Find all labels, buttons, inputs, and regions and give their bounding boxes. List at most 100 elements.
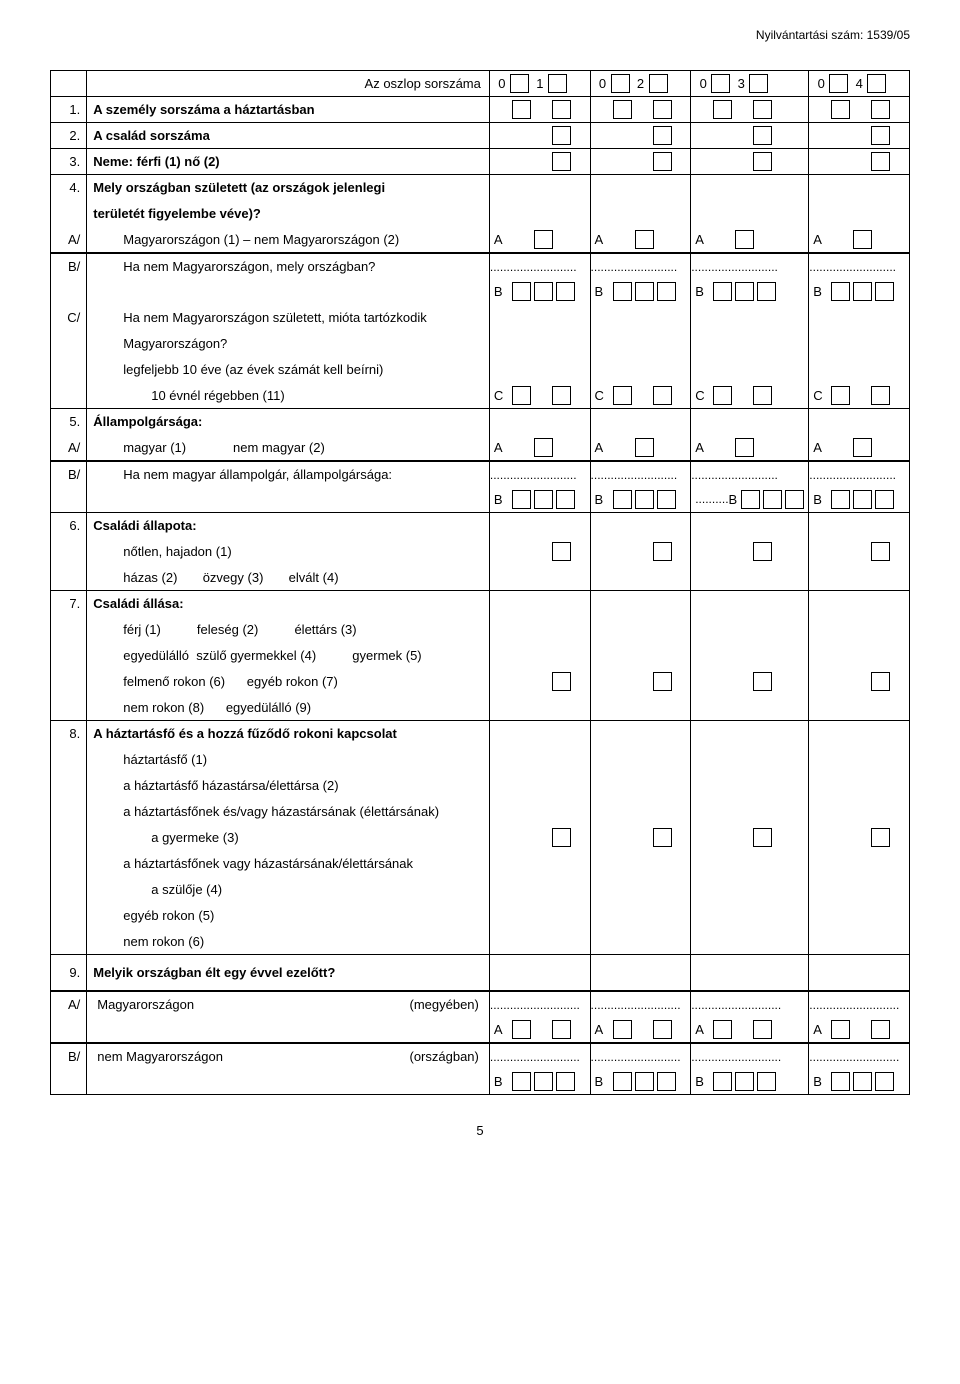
entry-box[interactable] bbox=[853, 230, 872, 249]
entry-box[interactable] bbox=[552, 100, 571, 119]
entry-box[interactable] bbox=[534, 1072, 553, 1091]
entry-box[interactable] bbox=[735, 1072, 754, 1091]
entry-box[interactable] bbox=[653, 1020, 672, 1039]
entry-box[interactable] bbox=[829, 74, 848, 93]
entry-box[interactable] bbox=[831, 490, 850, 509]
entry-box[interactable] bbox=[871, 672, 890, 691]
entry-box[interactable] bbox=[853, 282, 872, 301]
entry-box[interactable] bbox=[613, 100, 632, 119]
entry-box[interactable] bbox=[512, 1072, 531, 1091]
entry-box[interactable] bbox=[552, 1020, 571, 1039]
entry-box[interactable] bbox=[735, 438, 754, 457]
entry-box[interactable] bbox=[512, 386, 531, 405]
entry-box[interactable] bbox=[741, 490, 760, 509]
entry-box[interactable] bbox=[749, 74, 768, 93]
entry-box[interactable] bbox=[831, 282, 850, 301]
entry-box[interactable] bbox=[657, 282, 676, 301]
entry-box[interactable] bbox=[552, 542, 571, 561]
entry-box[interactable] bbox=[635, 282, 654, 301]
entry-box[interactable] bbox=[785, 490, 804, 509]
entry-box[interactable] bbox=[512, 1020, 531, 1039]
entry-box[interactable] bbox=[831, 100, 850, 119]
entry-box[interactable] bbox=[653, 126, 672, 145]
entry-box[interactable] bbox=[757, 282, 776, 301]
entry-box[interactable] bbox=[831, 386, 850, 405]
entry-box[interactable] bbox=[657, 1072, 676, 1091]
entry-box[interactable] bbox=[653, 100, 672, 119]
entry-box[interactable] bbox=[613, 1072, 632, 1091]
entry-box[interactable] bbox=[735, 230, 754, 249]
entry-box[interactable] bbox=[512, 100, 531, 119]
entry-box[interactable] bbox=[871, 100, 890, 119]
entry-box[interactable] bbox=[635, 438, 654, 457]
entry-box[interactable] bbox=[713, 1020, 732, 1039]
entry-box[interactable] bbox=[653, 386, 672, 405]
entry-box[interactable] bbox=[753, 152, 772, 171]
entry-box[interactable] bbox=[552, 386, 571, 405]
entry-box[interactable] bbox=[871, 386, 890, 405]
entry-box[interactable] bbox=[875, 1072, 894, 1091]
entry-box[interactable] bbox=[534, 438, 553, 457]
entry-box[interactable] bbox=[875, 490, 894, 509]
entry-box[interactable] bbox=[735, 282, 754, 301]
entry-box[interactable] bbox=[853, 438, 872, 457]
entry-box[interactable] bbox=[867, 74, 886, 93]
entry-box[interactable] bbox=[871, 126, 890, 145]
entry-box[interactable] bbox=[611, 74, 630, 93]
entry-box[interactable] bbox=[713, 282, 732, 301]
entry-box[interactable] bbox=[871, 828, 890, 847]
entry-box[interactable] bbox=[711, 74, 730, 93]
entry-box[interactable] bbox=[653, 152, 672, 171]
entry-box[interactable] bbox=[653, 672, 672, 691]
entry-box[interactable] bbox=[875, 282, 894, 301]
entry-box[interactable] bbox=[613, 282, 632, 301]
entry-box[interactable] bbox=[871, 542, 890, 561]
entry-box[interactable] bbox=[753, 100, 772, 119]
entry-box[interactable] bbox=[713, 1072, 732, 1091]
entry-box[interactable] bbox=[552, 152, 571, 171]
entry-box[interactable] bbox=[753, 126, 772, 145]
entry-box[interactable] bbox=[635, 1072, 654, 1091]
q9a-label: Magyarországon bbox=[93, 997, 194, 1012]
entry-box[interactable] bbox=[657, 490, 676, 509]
entry-box[interactable] bbox=[753, 542, 772, 561]
entry-box[interactable] bbox=[548, 74, 567, 93]
entry-box[interactable] bbox=[853, 490, 872, 509]
entry-box[interactable] bbox=[613, 1020, 632, 1039]
entry-box[interactable] bbox=[613, 490, 632, 509]
entry-box[interactable] bbox=[635, 490, 654, 509]
entry-box[interactable] bbox=[512, 282, 531, 301]
entry-box[interactable] bbox=[534, 230, 553, 249]
entry-box[interactable] bbox=[713, 100, 732, 119]
entry-box[interactable] bbox=[831, 1072, 850, 1091]
entry-box[interactable] bbox=[556, 490, 575, 509]
entry-box[interactable] bbox=[753, 672, 772, 691]
entry-box[interactable] bbox=[831, 1020, 850, 1039]
entry-box[interactable] bbox=[635, 230, 654, 249]
q4c-label: Ha nem Magyarországon született, mióta t… bbox=[87, 305, 490, 331]
entry-box[interactable] bbox=[552, 126, 571, 145]
entry-box[interactable] bbox=[753, 828, 772, 847]
entry-box[interactable] bbox=[512, 490, 531, 509]
entry-box[interactable] bbox=[871, 1020, 890, 1039]
letter-C: C bbox=[595, 388, 613, 403]
entry-box[interactable] bbox=[510, 74, 529, 93]
entry-box[interactable] bbox=[552, 672, 571, 691]
entry-box[interactable] bbox=[649, 74, 668, 93]
entry-box[interactable] bbox=[556, 282, 575, 301]
entry-box[interactable] bbox=[552, 828, 571, 847]
entry-box[interactable] bbox=[871, 152, 890, 171]
entry-box[interactable] bbox=[653, 828, 672, 847]
entry-box[interactable] bbox=[534, 282, 553, 301]
entry-box[interactable] bbox=[753, 386, 772, 405]
entry-box[interactable] bbox=[556, 1072, 575, 1091]
entry-box[interactable] bbox=[757, 1072, 776, 1091]
entry-box[interactable] bbox=[853, 1072, 872, 1091]
entry-box[interactable] bbox=[653, 542, 672, 561]
entry-box[interactable] bbox=[613, 386, 632, 405]
dots: ........................... bbox=[490, 1050, 580, 1064]
entry-box[interactable] bbox=[534, 490, 553, 509]
entry-box[interactable] bbox=[713, 386, 732, 405]
entry-box[interactable] bbox=[753, 1020, 772, 1039]
entry-box[interactable] bbox=[763, 490, 782, 509]
